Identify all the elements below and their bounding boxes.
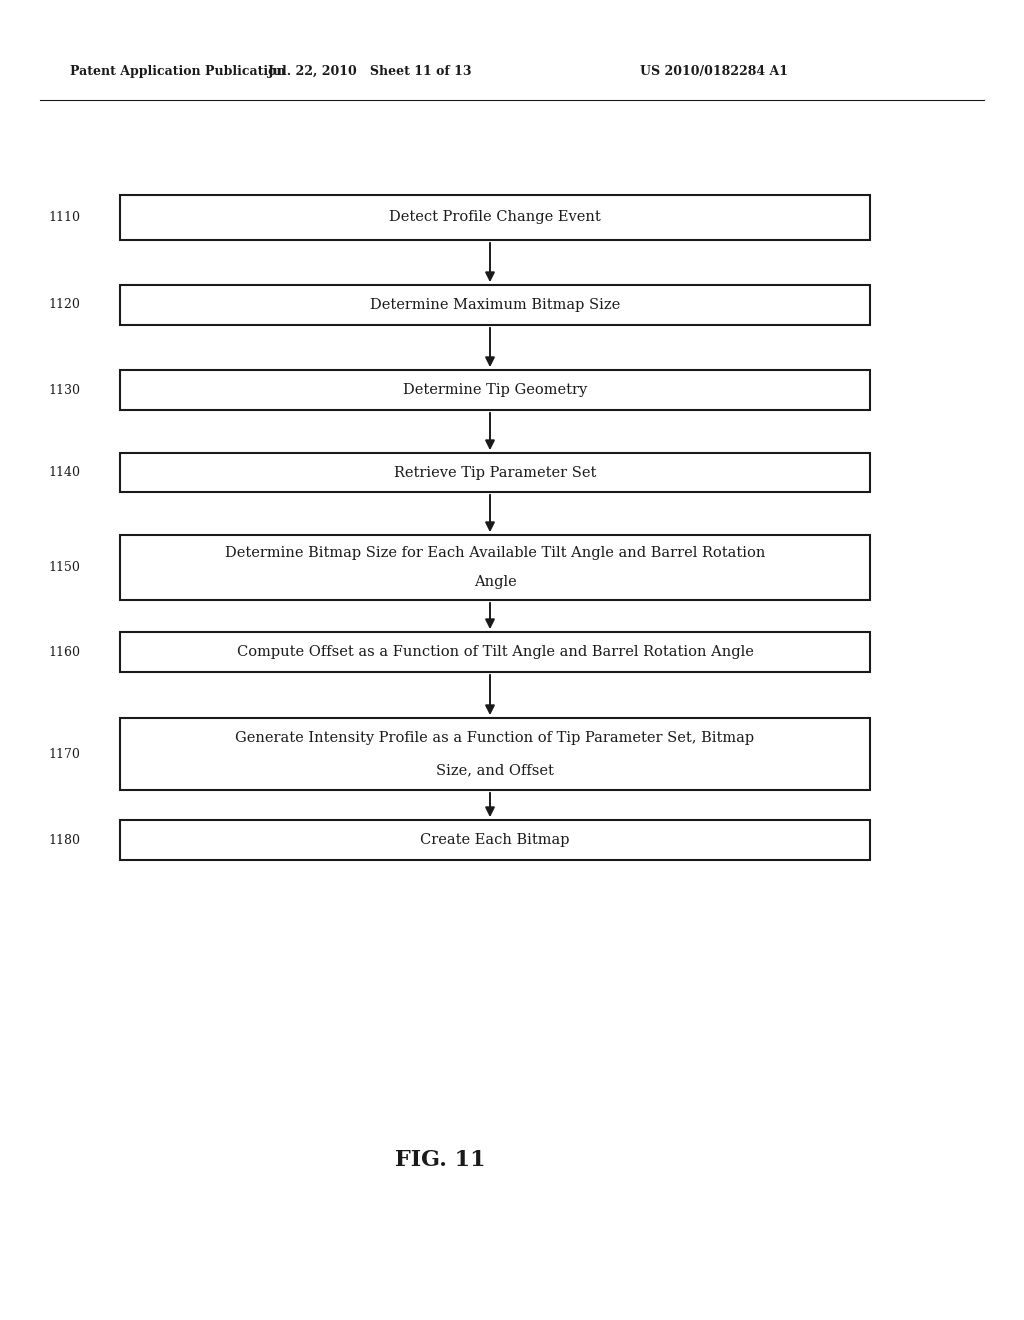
Text: Determine Tip Geometry: Determine Tip Geometry [402, 383, 587, 397]
Bar [120, 453, 870, 492]
Text: Retrieve Tip Parameter Set: Retrieve Tip Parameter Set [394, 466, 596, 479]
Bar [120, 820, 870, 861]
Bar [120, 285, 870, 325]
Text: Detect Profile Change Event: Detect Profile Change Event [389, 210, 601, 224]
Bar [120, 632, 870, 672]
Text: Jul. 22, 2010   Sheet 11 of 13: Jul. 22, 2010 Sheet 11 of 13 [267, 66, 472, 78]
Bar [120, 718, 870, 789]
Text: 1170: 1170 [48, 747, 80, 760]
Bar [120, 535, 870, 601]
Text: 1150: 1150 [48, 561, 80, 574]
Text: 1120: 1120 [48, 298, 80, 312]
Bar [120, 195, 870, 240]
Text: 1140: 1140 [48, 466, 80, 479]
Text: Determine Maximum Bitmap Size: Determine Maximum Bitmap Size [370, 298, 621, 312]
Text: Angle: Angle [474, 574, 516, 589]
Text: Generate Intensity Profile as a Function of Tip Parameter Set, Bitmap: Generate Intensity Profile as a Function… [236, 731, 755, 746]
Text: Compute Offset as a Function of Tilt Angle and Barrel Rotation Angle: Compute Offset as a Function of Tilt Ang… [237, 645, 754, 659]
Text: 1160: 1160 [48, 645, 80, 659]
Text: Size, and Offset: Size, and Offset [436, 763, 554, 777]
Text: Patent Application Publication: Patent Application Publication [70, 66, 286, 78]
Text: FIG. 11: FIG. 11 [394, 1148, 485, 1171]
Text: 1130: 1130 [48, 384, 80, 396]
Bar [120, 370, 870, 411]
Text: Create Each Bitmap: Create Each Bitmap [420, 833, 569, 847]
Text: 1110: 1110 [48, 211, 80, 224]
Text: Determine Bitmap Size for Each Available Tilt Angle and Barrel Rotation: Determine Bitmap Size for Each Available… [225, 546, 765, 560]
Text: 1180: 1180 [48, 833, 80, 846]
Text: US 2010/0182284 A1: US 2010/0182284 A1 [640, 66, 788, 78]
